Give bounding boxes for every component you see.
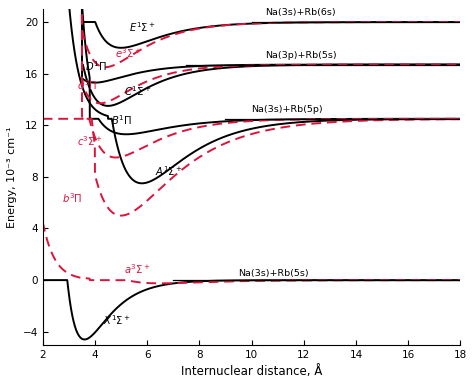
Text: $B^1\Pi$: $B^1\Pi$ <box>110 113 132 127</box>
Text: $a^3\Sigma^+$: $a^3\Sigma^+$ <box>124 262 150 276</box>
Text: $b^3\Pi$: $b^3\Pi$ <box>62 191 83 205</box>
Text: Na(3s)+Rb(5p): Na(3s)+Rb(5p) <box>252 105 323 114</box>
Text: $c^3\Sigma^+$: $c^3\Sigma^+$ <box>77 134 102 148</box>
Text: $e^3\Sigma^+$: $e^3\Sigma^+$ <box>115 46 141 60</box>
Text: $C^1\Sigma^+$: $C^1\Sigma^+$ <box>124 84 151 97</box>
Text: $X^1\Sigma^+$: $X^1\Sigma^+$ <box>103 313 130 327</box>
Text: Na(3s)+Rb(6s): Na(3s)+Rb(6s) <box>264 8 335 17</box>
Text: Na(3p)+Rb(5s): Na(3p)+Rb(5s) <box>264 51 336 60</box>
X-axis label: Internuclear distance, Å: Internuclear distance, Å <box>181 365 322 378</box>
Y-axis label: Energy, 10⁻³ cm⁻¹: Energy, 10⁻³ cm⁻¹ <box>7 126 17 228</box>
Text: $A^1\Sigma^+$: $A^1\Sigma^+$ <box>155 164 183 177</box>
Text: $E^1\Sigma^+$: $E^1\Sigma^+$ <box>129 20 155 34</box>
Text: $d^3\Pi$: $d^3\Pi$ <box>77 79 97 92</box>
Text: Na(3s)+Rb(5s): Na(3s)+Rb(5s) <box>238 268 309 278</box>
Text: $D^1\Pi$: $D^1\Pi$ <box>84 59 106 73</box>
